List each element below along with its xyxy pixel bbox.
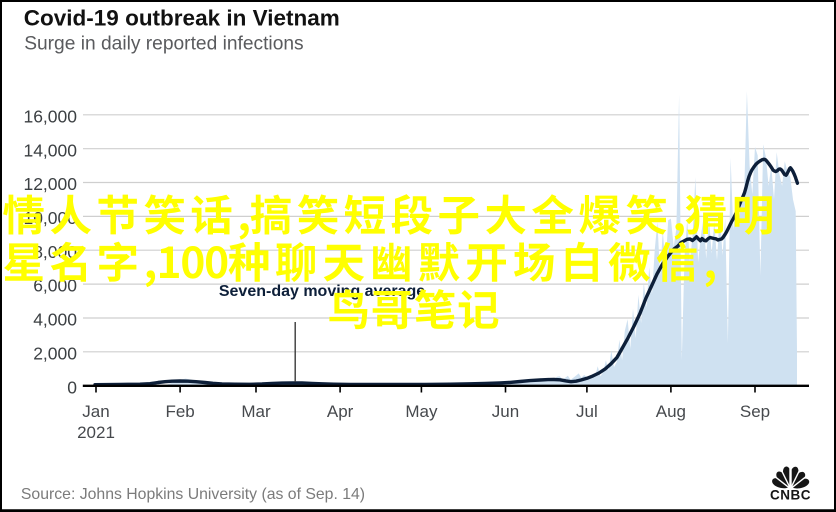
svg-text:Sep: Sep (740, 402, 770, 421)
svg-text:Jul: Jul (576, 402, 598, 421)
svg-text:Mar: Mar (241, 402, 271, 421)
svg-text:4,000: 4,000 (33, 310, 77, 330)
svg-text:Apr: Apr (327, 402, 354, 421)
svg-text:14,000: 14,000 (23, 140, 77, 160)
svg-text:16,000: 16,000 (23, 106, 77, 126)
svg-text:Jun: Jun (492, 402, 519, 421)
svg-text:2021: 2021 (77, 423, 115, 442)
svg-text:Feb: Feb (165, 402, 194, 421)
svg-text:12,000: 12,000 (23, 174, 77, 194)
svg-text:Jan: Jan (82, 402, 109, 421)
svg-text:Surge in daily reported infect: Surge in daily reported infections (24, 33, 303, 54)
svg-text:Aug: Aug (656, 402, 686, 421)
svg-text:2,000: 2,000 (33, 343, 77, 363)
svg-text:Covid-19 outbreak in Vietnam: Covid-19 outbreak in Vietnam (24, 5, 340, 30)
svg-text:6,000: 6,000 (33, 276, 77, 296)
svg-text:0: 0 (67, 377, 77, 397)
svg-text:Source: Johns Hopkins Universi: Source: Johns Hopkins University (as of … (21, 486, 365, 503)
svg-text:May: May (405, 402, 438, 421)
svg-text:Seven-day moving average: Seven-day moving average (219, 283, 425, 300)
svg-text:CNBC: CNBC (770, 488, 811, 503)
